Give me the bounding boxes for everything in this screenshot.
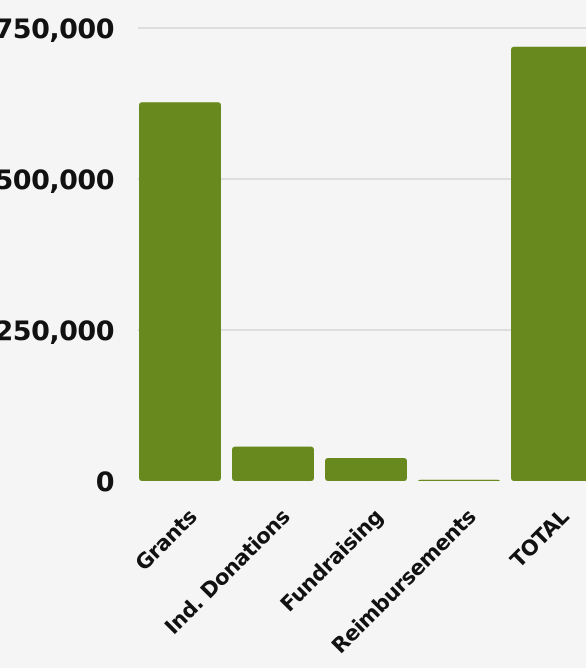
bar-total <box>511 46 586 481</box>
y-tick-label: 0 <box>96 467 114 498</box>
y-tick-label: 750,000 <box>0 14 114 45</box>
y-tick-label: 500,000 <box>0 165 114 196</box>
y-axis-ticks: 0 250,000 500,000 750,000 <box>0 14 115 498</box>
bars <box>139 46 586 482</box>
bar-fundraising <box>325 458 407 481</box>
bar-grants <box>139 102 221 482</box>
bar-reimbursements <box>418 479 500 481</box>
x-tick-label: TOTAL <box>506 504 574 572</box>
x-tick-label: Grants <box>131 505 202 576</box>
y-tick-label: 250,000 <box>0 316 114 347</box>
bar-ind-donations <box>232 446 314 481</box>
